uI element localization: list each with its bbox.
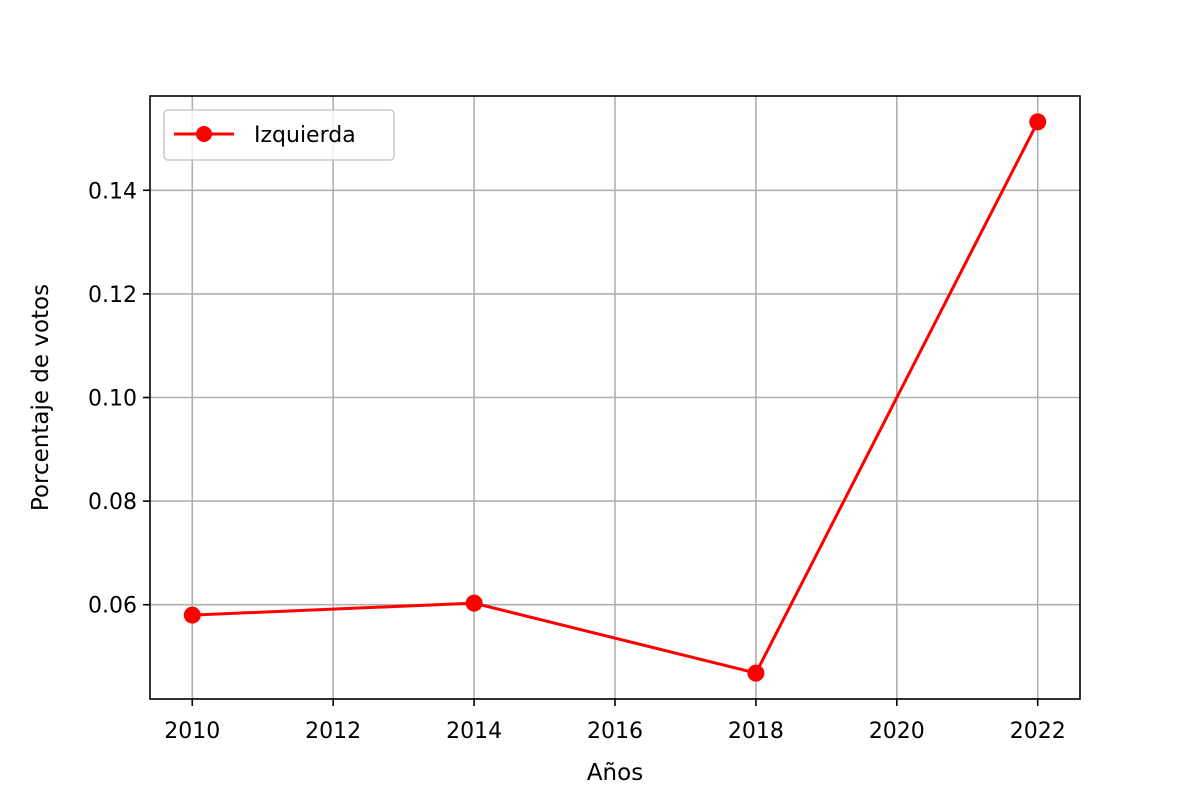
y-axis: 0.06 0.08 0.10 0.12 0.14: [88, 179, 150, 619]
series-line: [192, 121, 1040, 675]
grid-lines: [150, 96, 1080, 699]
y-axis-title: Porcentaje de votos: [28, 284, 54, 511]
x-tick-label: 2018: [728, 719, 784, 744]
y-tick-label: 0.08: [88, 490, 137, 515]
x-tick-label: 2014: [446, 719, 502, 744]
legend-box: [163, 109, 395, 161]
x-tick-label: 2012: [305, 719, 361, 744]
legend-marker-swatch: [196, 126, 212, 142]
data-point: [465, 594, 483, 612]
x-tick-label: 2010: [164, 719, 220, 744]
data-point: [747, 664, 765, 682]
data-point: [1029, 113, 1047, 131]
x-axis-title: Años: [587, 760, 643, 786]
y-tick-label: 0.14: [88, 179, 137, 204]
series-layer: [183, 113, 1047, 682]
x-axis: 2010 2012 2014 2016 2018 2020 2022: [164, 699, 1066, 744]
legend: Izquierda: [163, 109, 395, 161]
y-tick-label: 0.12: [88, 283, 137, 308]
x-tick-label: 2016: [587, 719, 643, 744]
data-point: [183, 606, 201, 624]
x-tick-label: 2022: [1010, 719, 1066, 744]
y-tick-label: 0.06: [88, 594, 137, 619]
y-tick-label: 0.10: [88, 387, 137, 412]
legend-label: Izquierda: [254, 123, 356, 148]
x-tick-label: 2020: [869, 719, 925, 744]
